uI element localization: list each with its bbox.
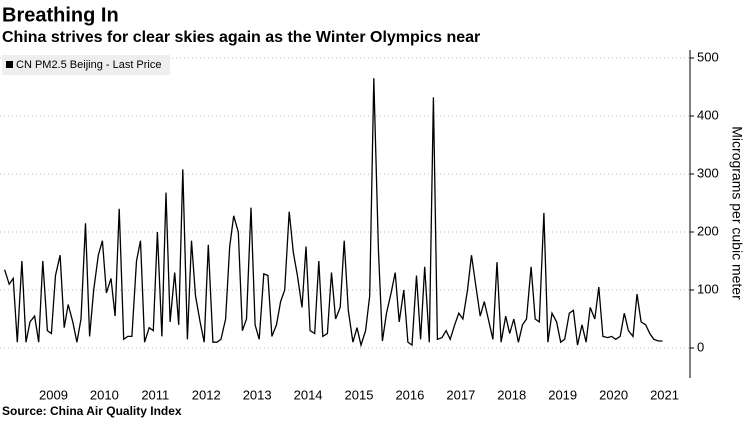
x-tick-label: 2015 [345,387,374,402]
legend-swatch [6,61,13,68]
y-tick-label: 0 [697,339,704,354]
y-tick-label: 300 [697,165,719,180]
x-tick-label: 2013 [243,387,272,402]
series-line [3,78,663,348]
x-tick-label: 2010 [90,387,119,402]
x-tick-label: 2009 [39,387,68,402]
x-tick-label: 2021 [650,387,679,402]
x-tick-label: 2014 [294,387,323,402]
x-tick-label: 2020 [599,387,628,402]
x-tick-label: 2012 [192,387,221,402]
y-tick-label: 100 [697,281,719,296]
y-axis-title: Micrograms per cubic meter [729,126,745,300]
chart-title: Breathing In [2,4,119,26]
legend-label: CN PM2.5 Beijing - Last Price [16,59,162,71]
y-tick-label: 400 [697,107,719,122]
source: Source: China Air Quality Index [2,404,182,418]
x-tick-label: 2018 [497,387,526,402]
x-tick-label: 2019 [548,387,577,402]
legend-box [2,55,170,75]
y-tick-label: 500 [697,49,719,64]
x-tick-label: 2017 [446,387,475,402]
chart-subtitle: China strives for clear skies again as t… [2,29,480,46]
x-tick-label: 2016 [395,387,424,402]
x-tick-label: 2011 [141,387,169,402]
y-tick-label: 200 [697,223,719,238]
